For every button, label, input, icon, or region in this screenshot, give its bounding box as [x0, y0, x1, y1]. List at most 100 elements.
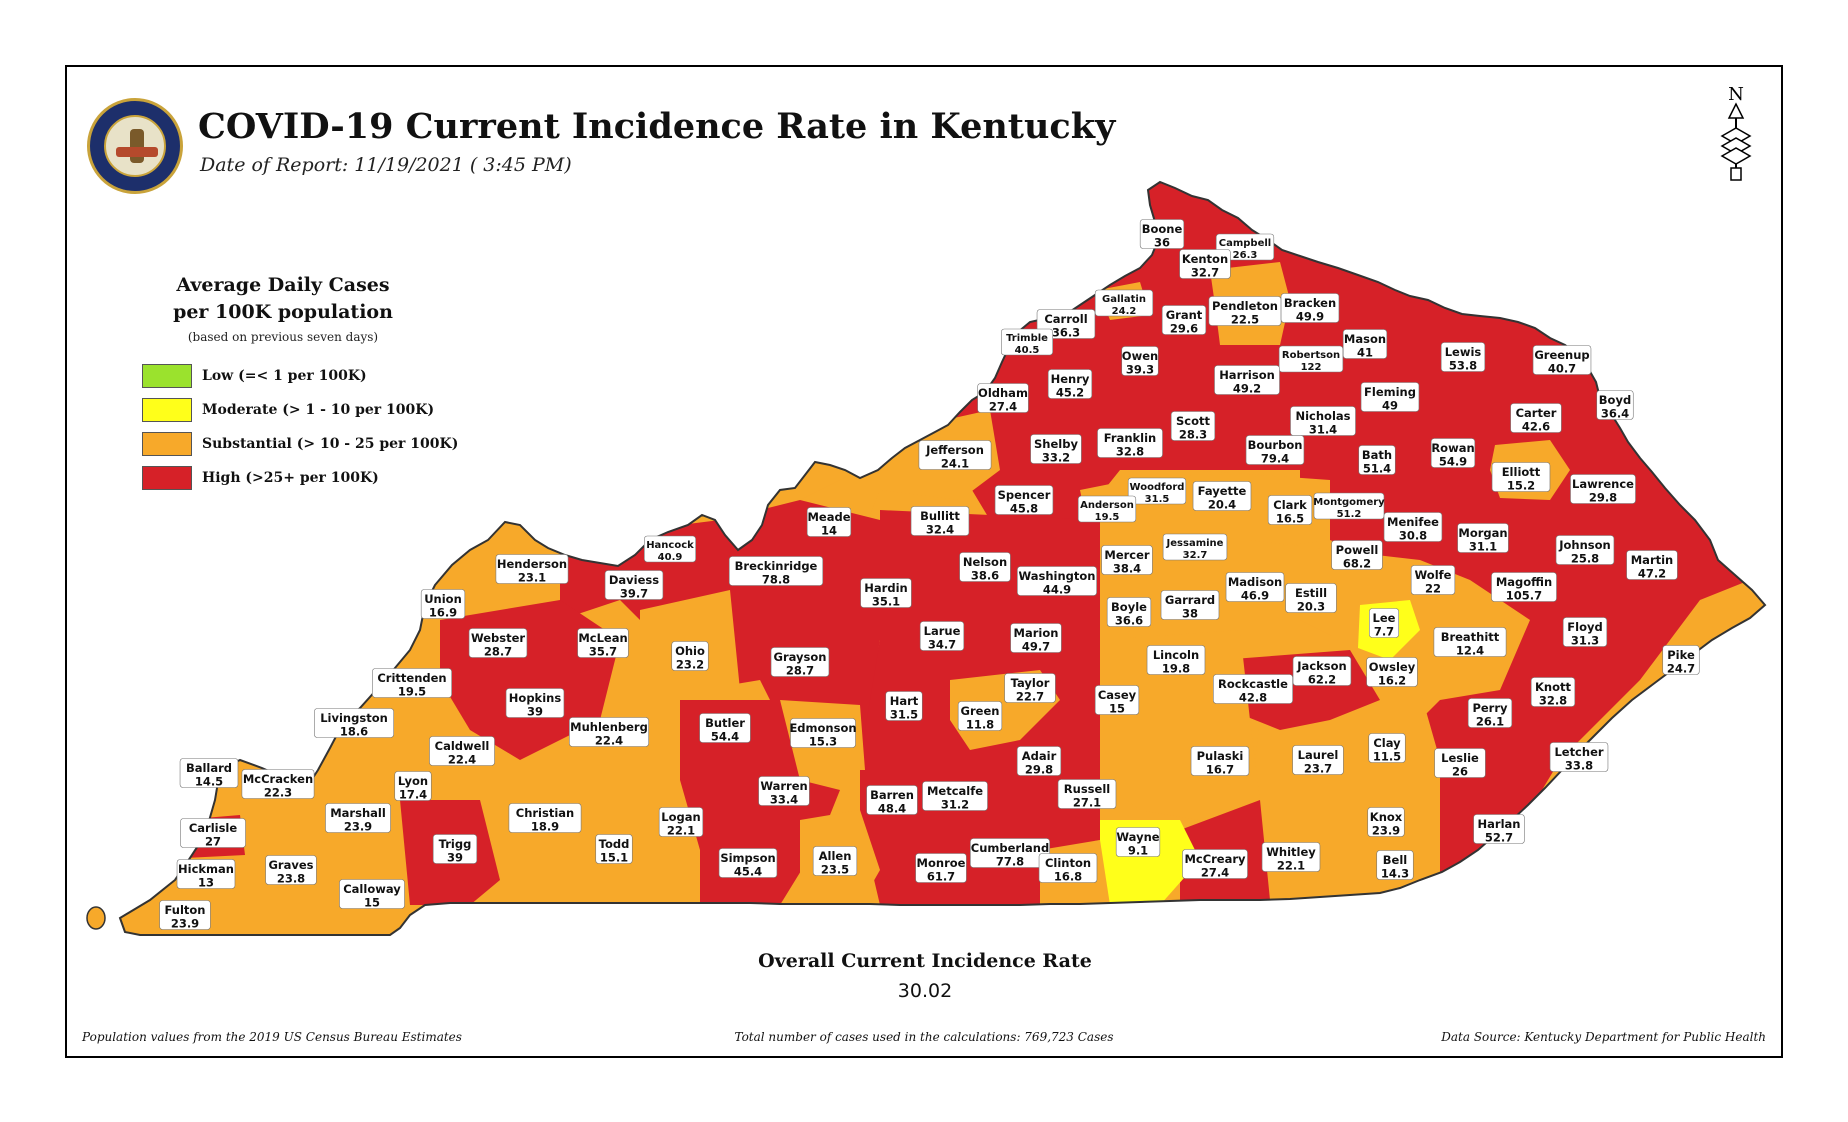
county-name: Casey	[1098, 688, 1137, 702]
county-rate: 31.3	[1571, 634, 1599, 648]
county-label-box	[1179, 249, 1231, 279]
county-label-box	[1290, 406, 1356, 436]
legend-note: (based on previous seven days)	[187, 330, 379, 344]
county-name: Oldham	[978, 386, 1028, 400]
county-rate: 26	[1452, 765, 1468, 779]
legend-title: Average Daily Cases per 100K population	[118, 272, 448, 326]
county-name: Nelson	[963, 555, 1007, 569]
county-label-box	[1368, 733, 1406, 763]
county-rate: 16.8	[1054, 870, 1082, 884]
county-rate: 14.5	[195, 775, 223, 789]
county-rate: 61.7	[927, 870, 955, 884]
county-name: Spencer	[998, 488, 1051, 502]
county-label-box	[970, 838, 1050, 868]
county-rate: 24.7	[1667, 662, 1695, 676]
footer-population-note: Population values from the 2019 US Censu…	[82, 1030, 462, 1044]
county-name: Gallatin	[1102, 294, 1146, 305]
county-label-box	[1440, 342, 1486, 372]
county-name: Pendleton	[1212, 299, 1278, 313]
county-rate: 27	[205, 835, 221, 849]
seal-figure-base	[116, 147, 158, 157]
county-label-box	[1342, 329, 1388, 359]
county-label-box	[241, 769, 315, 799]
county-rate: 25.8	[1571, 552, 1599, 566]
county-rate: 105.7	[1506, 589, 1542, 603]
county-rate: 45.8	[1010, 502, 1038, 516]
overall-rate-title: Overall Current Incidence Rate	[758, 950, 1092, 972]
county-rate: 62.2	[1308, 673, 1336, 687]
county-rate: 28.7	[484, 645, 512, 659]
county-rate: 24.1	[941, 457, 969, 471]
county-rate: 17.4	[399, 788, 427, 802]
county-name: Mason	[1344, 332, 1386, 346]
county-rate: 11.8	[966, 718, 994, 732]
county-name: Carter	[1516, 406, 1557, 420]
county-rate: 47.2	[1638, 567, 1666, 581]
county-name: Logan	[661, 810, 700, 824]
county-name: McLean	[578, 631, 627, 645]
county-name: Union	[424, 592, 462, 606]
kentucky-bend-exclave	[86, 906, 106, 930]
kentucky-state-seal-logo	[87, 98, 183, 194]
county-name: Trimble	[1006, 333, 1048, 344]
county-name: Fleming	[1364, 385, 1416, 399]
county-label-box	[1570, 474, 1636, 504]
county-rate: 23.9	[344, 820, 372, 834]
county-name: Hart	[890, 694, 919, 708]
county-label-box	[1192, 481, 1252, 511]
county-name: Boyd	[1599, 393, 1631, 407]
county-label-box	[1292, 745, 1344, 775]
county-rate: 31.2	[941, 798, 969, 812]
county-label-box	[1473, 814, 1525, 844]
county-label-box	[1267, 495, 1313, 525]
county-label-box	[1162, 533, 1228, 561]
county-rate: 79.4	[1261, 452, 1289, 466]
county-rate: 16.5	[1276, 512, 1304, 526]
county-name: Monroe	[917, 856, 966, 870]
county-label-box	[1376, 850, 1414, 880]
county-name: Scott	[1176, 414, 1210, 428]
county-name: Kenton	[1182, 252, 1228, 266]
county-label-box	[1182, 849, 1248, 879]
county-name: Fulton	[165, 903, 206, 917]
county-name: Hopkins	[509, 691, 562, 705]
county-label-box	[1367, 807, 1405, 837]
county-name: Wolfe	[1415, 568, 1452, 582]
county-name: Leslie	[1441, 751, 1479, 765]
county-rate: 40.7	[1548, 362, 1576, 376]
county-label-box	[919, 621, 965, 651]
county-rate: 42.6	[1522, 420, 1550, 434]
county-label-box	[1280, 293, 1340, 323]
county-rate: 16.7	[1206, 763, 1234, 777]
county-label-box	[1214, 365, 1280, 395]
county-name: Trigg	[439, 837, 472, 851]
county-label-box	[699, 713, 751, 743]
legend-title-line1: Average Daily Cases	[176, 274, 390, 296]
county-name: Grayson	[774, 650, 827, 664]
county-name: Calloway	[343, 882, 401, 896]
county-rate: 49	[1382, 399, 1398, 413]
footer-case-count: Total number of cases used in the calcul…	[734, 1030, 1114, 1044]
county-rate: 39	[527, 705, 543, 719]
